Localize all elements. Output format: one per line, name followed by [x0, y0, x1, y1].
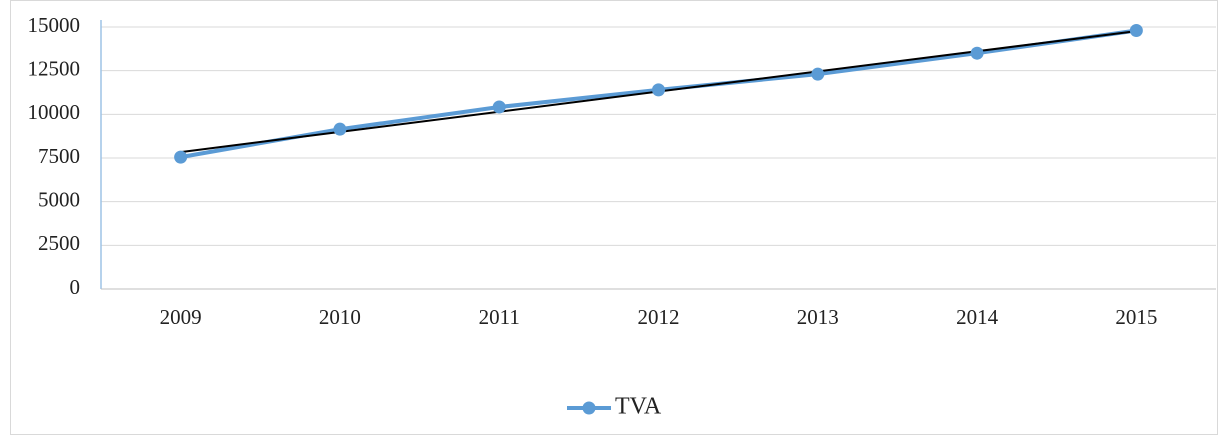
y-tick-label: 2500: [38, 231, 80, 255]
y-tick-label: 7500: [38, 144, 80, 168]
x-tick-label: 2009: [160, 305, 202, 329]
data-point: [652, 83, 665, 97]
x-tick-label: 2010: [319, 305, 361, 329]
chart-border: [10, 0, 1218, 435]
x-tick-label: 2013: [797, 305, 839, 329]
y-tick-label: 5000: [38, 187, 80, 211]
legend-label: TVA: [615, 394, 662, 420]
y-tick-label: 10000: [28, 100, 81, 124]
x-tick-label: 2014: [956, 305, 999, 329]
data-point: [492, 100, 506, 114]
data-point: [174, 150, 188, 164]
legend-marker: [582, 401, 596, 415]
data-point: [333, 122, 347, 136]
data-point: [1129, 23, 1143, 37]
data-point: [970, 46, 984, 60]
x-tick-label: 2011: [479, 305, 520, 329]
y-tick-label: 0: [70, 275, 81, 299]
x-tick-label: 2012: [638, 305, 680, 329]
y-tick-label: 15000: [28, 13, 81, 37]
data-point: [811, 67, 825, 81]
x-tick-label: 2015: [1115, 305, 1157, 329]
y-tick-label: 12500: [28, 56, 81, 80]
